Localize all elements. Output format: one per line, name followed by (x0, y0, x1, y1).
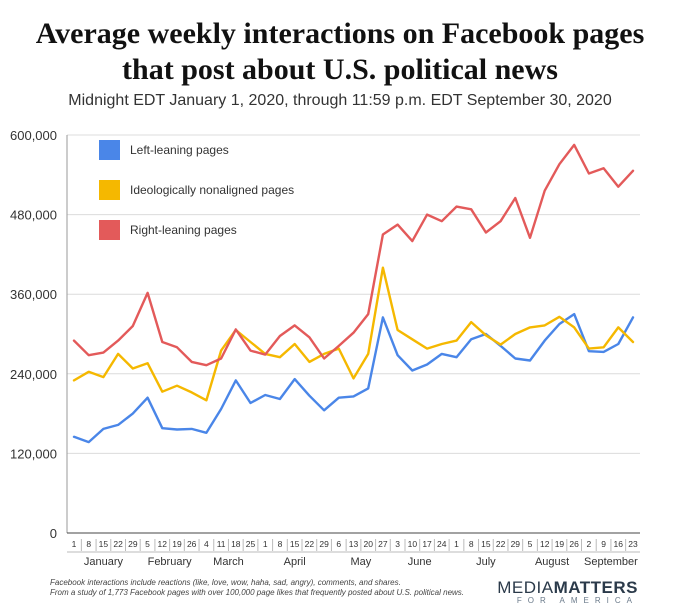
x-tick-label: 15 (290, 539, 300, 549)
chart-subtitle: Midnight EDT January 1, 2020, through 11… (68, 92, 612, 109)
x-month-label: March (213, 556, 244, 568)
x-tick-label: 24 (437, 539, 447, 549)
x-tick-label: 29 (511, 539, 521, 549)
x-tick-label: 15 (481, 539, 491, 549)
x-tick-label: 6 (336, 539, 341, 549)
chart-title-line-2: that post about U.S. political news (122, 53, 558, 86)
series-line-right-leaning-pages (72, 143, 635, 367)
y-tick-label: 600,000 (10, 128, 57, 143)
x-tick-label: 29 (319, 539, 329, 549)
x-tick-label: 5 (528, 539, 533, 549)
y-tick-label: 120,000 (10, 446, 57, 461)
x-tick-label: 12 (540, 539, 550, 549)
series-line-ideologically-nonaligned-pages (72, 266, 635, 402)
x-tick-label: 29 (128, 539, 138, 549)
x-tick-label: 26 (187, 539, 197, 549)
x-tick-label: 20 (363, 539, 373, 549)
x-tick-label: 22 (496, 539, 506, 549)
x-tick-label: 15 (99, 539, 109, 549)
x-tick-label: 8 (278, 539, 283, 549)
x-tick-label: 19 (555, 539, 565, 549)
x-month-label: September (584, 556, 638, 568)
legend-label: Ideologically nonaligned pages (130, 183, 294, 197)
x-month-label: January (84, 556, 124, 568)
legend-swatch (99, 140, 120, 160)
legend-label: Left-leaning pages (130, 143, 229, 157)
x-month-label: July (476, 556, 496, 568)
y-tick-label: 0 (50, 526, 57, 541)
legend-swatch (99, 180, 120, 200)
legend-label: Right-leaning pages (130, 223, 237, 237)
x-tick-label: 8 (469, 539, 474, 549)
brand-subline: FOR AMERICA (516, 596, 638, 605)
x-tick-label: 1 (454, 539, 459, 549)
x-tick-label: 2 (587, 539, 592, 549)
x-tick-label: 22 (113, 539, 123, 549)
x-tick-label: 22 (305, 539, 315, 549)
x-tick-label: 16 (614, 539, 624, 549)
media-matters-logo: MEDIAMATTERS FOR AMERICA (497, 578, 638, 605)
x-tick-label: 10 (408, 539, 418, 549)
y-tick-label: 240,000 (10, 367, 57, 382)
x-tick-label: 23 (628, 539, 638, 549)
x-tick-label: 19 (172, 539, 182, 549)
footnote-line-2: From a study of 1,773 Facebook pages wit… (50, 588, 465, 597)
brand-word-matters: MATTERS (553, 578, 638, 597)
x-tick-label: 26 (569, 539, 579, 549)
x-tick-label: 27 (378, 539, 388, 549)
x-tick-label: 12 (158, 539, 168, 549)
x-month-label: June (408, 556, 432, 568)
chart-title-line-1: Average weekly interactions on Facebook … (35, 17, 645, 50)
x-tick-label: 5 (145, 539, 150, 549)
x-tick-label: 13 (349, 539, 359, 549)
x-tick-label: 3 (395, 539, 400, 549)
x-tick-label: 17 (422, 539, 432, 549)
x-month-label: February (148, 556, 193, 568)
footnote-line-1: Facebook interactions include reactions … (50, 578, 401, 587)
x-tick-label: 1 (263, 539, 268, 549)
x-tick-label: 9 (601, 539, 606, 549)
x-tick-label: 11 (217, 539, 226, 549)
x-tick-label: 8 (86, 539, 91, 549)
x-month-label: May (350, 556, 371, 568)
brand-word-media: MEDIA (497, 578, 554, 597)
y-tick-label: 480,000 (10, 208, 57, 223)
legend-swatch (99, 220, 120, 240)
x-tick-label: 25 (246, 539, 256, 549)
x-tick-label: 1 (72, 539, 77, 549)
y-tick-label: 360,000 (10, 287, 57, 302)
series-line-left-leaning-pages (72, 312, 635, 444)
x-month-label: April (284, 556, 306, 568)
x-tick-label: 4 (204, 539, 209, 549)
x-month-label: August (535, 556, 569, 568)
x-tick-label: 18 (231, 539, 241, 549)
